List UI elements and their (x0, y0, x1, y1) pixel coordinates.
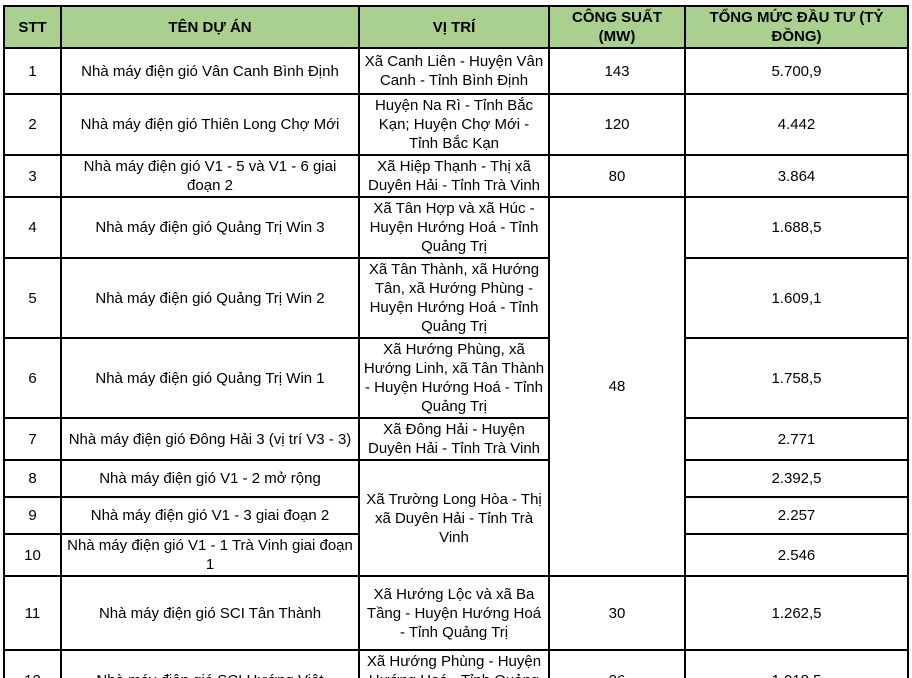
capacity-cell: 120 (548, 93, 686, 156)
location-cell: Huyện Na Rì - Tỉnh Bắc Kạn; Huyện Chợ Mớ… (358, 93, 550, 156)
project-name-cell: Nhà máy điện gió Thiên Long Chợ Mới (60, 93, 360, 156)
investment-cell: 3.864 (684, 154, 909, 198)
project-name-cell: Nhà máy điện gió V1 - 3 giai đoạn 2 (60, 496, 360, 535)
capacity-cell: 80 (548, 154, 686, 198)
table-row: 9 Nhà máy điện gió V1 - 3 giai đoạn 2 2.… (3, 496, 909, 535)
project-name-cell: Nhà máy điện gió V1 - 2 mở rộng (60, 459, 360, 498)
project-name-cell: Nhà máy điện gió Quảng Trị Win 3 (60, 196, 360, 259)
table-row: 3 Nhà máy điện gió V1 - 5 và V1 - 6 giai… (3, 154, 909, 198)
table-row: 4 Nhà máy điện gió Quảng Trị Win 3 Xã Tâ… (3, 196, 909, 577)
stt-cell: 11 (3, 575, 62, 651)
location-cell: Xã Hướng Phùng - Huyện Hướng Hoá - Tỉnh … (358, 649, 550, 678)
capacity-merged-cell: 48 (548, 196, 686, 577)
wind-projects-table: STT TÊN DỰ ÁN VỊ TRÍ CÔNG SUẤT (MW) TỔNG… (3, 5, 909, 678)
table-row: 12 Nhà máy điện gió SCI Hướng Việt Xã Hư… (3, 649, 909, 678)
stt-cell: 2 (3, 93, 62, 156)
capacity-cell: 26 (548, 649, 686, 678)
table-row: 10 Nhà máy điện gió V1 - 1 Trà Vinh giai… (3, 533, 909, 577)
project-name-cell: Nhà máy điện gió V1 - 5 và V1 - 6 giai đ… (60, 154, 360, 198)
project-name-cell: Nhà máy điện gió SCI Hướng Việt (60, 649, 360, 678)
project-name-cell: Nhà máy điện gió Quảng Trị Win 1 (60, 337, 360, 419)
investment-cell: 2.546 (684, 533, 909, 577)
stt-cell: 1 (3, 47, 62, 95)
investment-cell: 1.688,5 (684, 196, 909, 259)
capacity-cell: 143 (548, 47, 686, 95)
column-header-stt: STT (3, 5, 62, 49)
investment-cell: 1.609,1 (684, 257, 909, 339)
investment-cell: 1.018,5 (684, 649, 909, 678)
project-name-cell: Nhà máy điện gió Quảng Trị Win 2 (60, 257, 360, 339)
investment-cell: 1.262,5 (684, 575, 909, 651)
investment-cell: 2.257 (684, 496, 909, 535)
investment-cell: 4.442 (684, 93, 909, 156)
stt-cell: 4 (3, 196, 62, 259)
column-header-capacity: CÔNG SUẤT (MW) (548, 5, 686, 49)
location-cell: Xã Canh Liên - Huyện Vân Canh - Tỉnh Bìn… (358, 47, 550, 95)
location-cell: Xã Hướng Phùng, xã Hướng Linh, xã Tân Th… (358, 337, 550, 419)
location-cell: Xã Tân Thành, xã Hướng Tân, xã Hướng Phù… (358, 257, 550, 339)
table-row: 11 Nhà máy điện gió SCI Tân Thành Xã Hướ… (3, 575, 909, 651)
table-row: 8 Nhà máy điện gió V1 - 2 mở rộng Xã Trư… (3, 459, 909, 577)
stt-cell: 10 (3, 533, 62, 577)
header-row: STT TÊN DỰ ÁN VỊ TRÍ CÔNG SUẤT (MW) TỔNG… (3, 5, 909, 49)
column-header-location: VỊ TRÍ (358, 5, 550, 49)
investment-cell: 5.700,9 (684, 47, 909, 95)
stt-cell: 7 (3, 417, 62, 461)
stt-cell: 9 (3, 496, 62, 535)
table-row: 7 Nhà máy điện gió Đông Hải 3 (vị trí V3… (3, 417, 909, 461)
column-header-investment: TỔNG MỨC ĐẦU TƯ (TỶ ĐỒNG) (684, 5, 909, 49)
investment-cell: 1.758,5 (684, 337, 909, 419)
project-name-cell: Nhà máy điện gió Vân Canh Bình Định (60, 47, 360, 95)
column-header-project-name: TÊN DỰ ÁN (60, 5, 360, 49)
table-row: 6 Nhà máy điện gió Quảng Trị Win 1 Xã Hư… (3, 337, 909, 419)
table-row: 2 Nhà máy điện gió Thiên Long Chợ Mới Hu… (3, 93, 909, 156)
table-row: 5 Nhà máy điện gió Quảng Trị Win 2 Xã Tâ… (3, 257, 909, 339)
project-name-cell: Nhà máy điện gió SCI Tân Thành (60, 575, 360, 651)
investment-cell: 2.392,5 (684, 459, 909, 498)
capacity-cell: 30 (548, 575, 686, 651)
project-name-cell: Nhà máy điện gió V1 - 1 Trà Vinh giai đo… (60, 533, 360, 577)
location-cell: Xã Tân Hợp và xã Húc - Huyện Hướng Hoá -… (358, 196, 550, 259)
stt-cell: 5 (3, 257, 62, 339)
location-merged-cell: Xã Trường Long Hòa - Thị xã Duyên Hải - … (358, 459, 550, 577)
investment-cell: 2.771 (684, 417, 909, 461)
stt-cell: 6 (3, 337, 62, 419)
location-cell: Xã Hiệp Thạnh - Thị xã Duyên Hải - Tỉnh … (358, 154, 550, 198)
location-cell: Xã Hướng Lộc và xã Ba Tầng - Huyện Hướng… (358, 575, 550, 651)
stt-cell: 8 (3, 459, 62, 498)
project-name-cell: Nhà máy điện gió Đông Hải 3 (vị trí V3 -… (60, 417, 360, 461)
table-row: 1 Nhà máy điện gió Vân Canh Bình Định Xã… (3, 47, 909, 95)
stt-cell: 3 (3, 154, 62, 198)
location-cell: Xã Đông Hải - Huyện Duyên Hải - Tỉnh Trà… (358, 417, 550, 461)
stt-cell: 12 (3, 649, 62, 678)
